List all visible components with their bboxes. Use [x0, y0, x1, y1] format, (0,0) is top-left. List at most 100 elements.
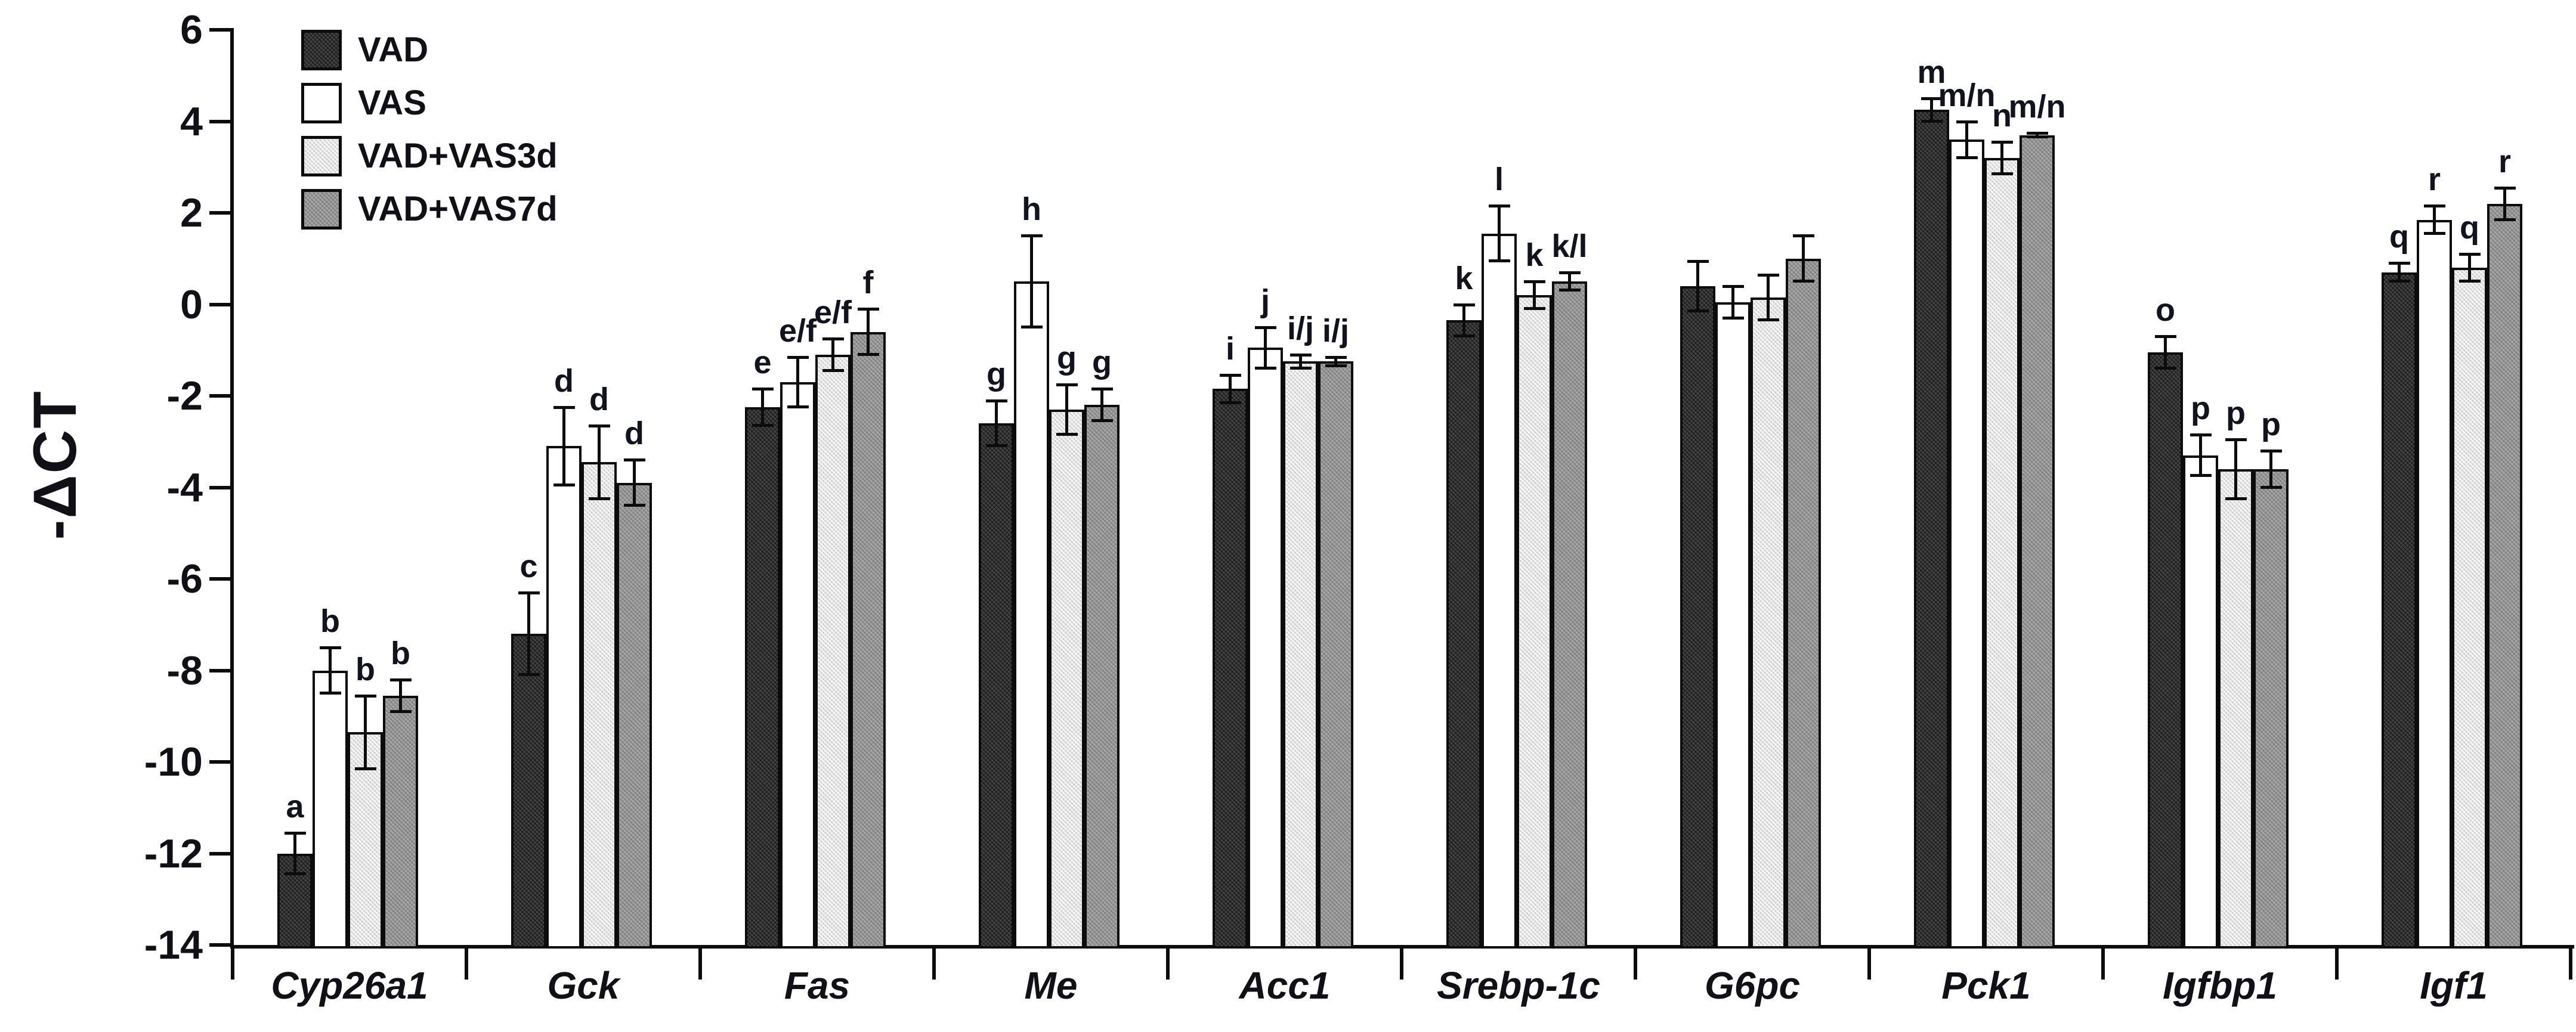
error-bar-cap-bottom	[518, 673, 540, 677]
gene-label: Igf1	[2420, 964, 2488, 1007]
error-bar-stem	[2036, 132, 2039, 138]
legend-label: VAD+VAS3d	[358, 137, 558, 175]
gene-label: Fas	[784, 964, 851, 1007]
y-tick-mark	[209, 119, 231, 123]
y-tick-mark	[209, 577, 231, 581]
bar-vas-Cyp26a1	[313, 670, 348, 946]
error-bar-stem	[1930, 98, 1933, 122]
error-bar-cap-top	[1219, 374, 1241, 377]
error-bar-stem	[2503, 187, 2506, 220]
error-bar-stem	[1731, 286, 1734, 318]
sig-letter: i/j	[1322, 312, 1349, 349]
error-bar-stem	[1100, 389, 1103, 422]
sig-letter: o	[2156, 292, 2175, 328]
bar-vas3d-Srebp-1c	[1517, 295, 1552, 946]
bar-vas3d-Fas	[815, 354, 851, 946]
bar-vas-Pck1	[1949, 140, 1984, 946]
error-bar-cap-top	[1254, 326, 1276, 329]
error-bar-cap-bottom	[1453, 334, 1475, 338]
x-axis-group-tick	[698, 945, 702, 980]
bar-vad-Igfbp1	[2148, 352, 2183, 946]
bar-vas7d-Pck1	[2020, 135, 2055, 946]
error-bar-stem	[2468, 254, 2471, 282]
gene-label: Srebp-1c	[1437, 964, 1600, 1007]
error-bar-cap-bottom	[2225, 497, 2247, 500]
sig-letter: m	[1917, 54, 1946, 91]
y-tick-mark	[209, 760, 231, 764]
error-bar-cap-bottom	[389, 709, 412, 713]
error-bar-cap-bottom	[1289, 366, 1312, 370]
bar-vas3d-Me	[1049, 410, 1084, 946]
error-bar-cap-top	[1792, 234, 1814, 238]
error-bar-cap-top	[1020, 234, 1043, 238]
error-bar-cap-top	[2494, 186, 2516, 190]
error-bar-stem	[2269, 451, 2272, 488]
bar-vad-Fas	[745, 407, 780, 946]
error-bar-stem	[2000, 142, 2003, 174]
error-bar-cap-top	[1523, 280, 1545, 284]
error-bar-cap-bottom	[1792, 280, 1814, 283]
sig-letter: k/l	[1551, 228, 1588, 264]
error-bar-cap-bottom	[1757, 318, 1779, 322]
sig-letter: e/f	[778, 312, 817, 349]
sig-letter: f	[862, 265, 874, 301]
error-bar-cap-top	[389, 678, 412, 681]
bar-vad-Srebp-1c	[1446, 320, 1482, 946]
error-bar-cap-top	[518, 591, 540, 595]
error-bar-cap-bottom	[857, 352, 879, 356]
error-bar-stem	[1802, 235, 1805, 282]
y-tick-label: 0	[180, 281, 203, 327]
error-bar-cap-bottom	[623, 504, 645, 507]
error-bar-cap-top	[752, 388, 774, 391]
sig-letter: d	[624, 416, 644, 452]
error-bar-cap-top	[2225, 438, 2247, 441]
bar-vas-Gck	[546, 446, 582, 946]
error-bar-cap-bottom	[2459, 280, 2481, 283]
sig-letter: k	[1525, 237, 1544, 274]
error-bar-cap-top	[2154, 335, 2176, 339]
bar-vas-Fas	[780, 382, 815, 946]
y-axis-line	[230, 28, 234, 948]
error-bar-stem	[399, 679, 402, 712]
sig-letter: p	[2191, 391, 2210, 427]
error-bar-stem	[995, 400, 998, 447]
bar-vas7d-G6pc	[1786, 258, 1821, 946]
y-tick-label: 6	[180, 7, 203, 52]
sig-letter: m/n	[1938, 77, 1996, 113]
error-bar-cap-top	[1091, 388, 1113, 391]
sig-letter: m/n	[2008, 88, 2066, 125]
error-bar-stem	[2199, 435, 2202, 476]
legend-swatch-vas3d	[301, 136, 342, 176]
error-bar-cap-top	[2260, 450, 2282, 453]
bar-vas-Acc1	[1248, 348, 1283, 946]
error-bar-cap-top	[2423, 204, 2445, 208]
error-bar-cap-bottom	[752, 423, 774, 427]
error-bar-stem	[562, 407, 565, 485]
error-bar-stem	[1229, 375, 1232, 403]
y-tick-mark	[209, 28, 231, 32]
error-bar-cap-bottom	[787, 405, 809, 409]
y-tick-label: -14	[144, 922, 203, 968]
bar-vas7d-Me	[1084, 405, 1120, 946]
error-bar-cap-top	[1289, 353, 1312, 357]
sig-letter: n	[1992, 98, 2012, 134]
bar-vad-Acc1	[1213, 389, 1248, 946]
error-bar-stem	[1965, 121, 1968, 158]
y-tick-mark	[209, 668, 231, 672]
error-bar-cap-bottom	[822, 368, 844, 372]
legend-swatch-vas	[301, 83, 342, 123]
error-bar-cap-top	[2459, 253, 2481, 256]
sig-letter: p	[2261, 407, 2281, 443]
error-bar-cap-top	[985, 399, 1007, 402]
error-bar-cap-bottom	[985, 444, 1007, 448]
x-axis-group-tick	[1166, 945, 1170, 980]
error-bar-stem	[2398, 263, 2401, 282]
sig-letter: a	[286, 788, 304, 825]
error-bar-cap-bottom	[2190, 474, 2212, 478]
error-bar-cap-bottom	[2260, 485, 2282, 489]
sig-letter: c	[519, 548, 538, 585]
error-bar-stem	[329, 647, 332, 693]
x-axis-group-tick	[231, 945, 234, 980]
error-bar-cap-top	[1687, 259, 1709, 263]
